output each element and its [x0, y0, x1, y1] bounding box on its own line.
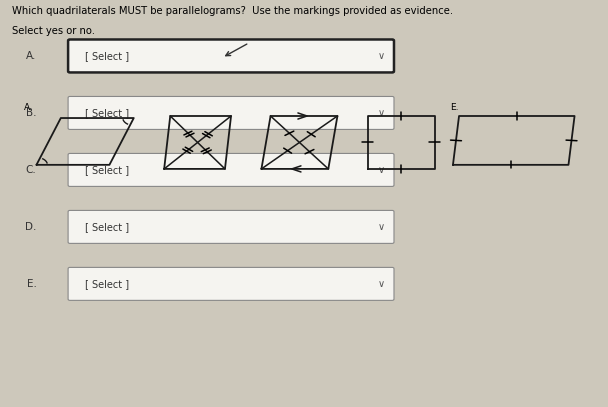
FancyBboxPatch shape	[68, 39, 394, 72]
Text: ∨: ∨	[378, 165, 385, 175]
Text: ∨: ∨	[378, 222, 385, 232]
FancyBboxPatch shape	[68, 267, 394, 300]
FancyBboxPatch shape	[68, 96, 394, 129]
Text: C.: C.	[258, 103, 268, 112]
Text: Select yes or no.: Select yes or no.	[12, 26, 95, 37]
Text: E.: E.	[450, 103, 458, 112]
Text: [ Select ]: [ Select ]	[85, 165, 130, 175]
Text: [ Select ]: [ Select ]	[85, 108, 130, 118]
FancyBboxPatch shape	[68, 153, 394, 186]
Text: A.: A.	[26, 51, 36, 61]
Text: D.: D.	[362, 103, 371, 112]
Text: B.: B.	[26, 108, 36, 118]
Text: Which quadrilaterals MUST be parallelograms?  Use the markings provided as evide: Which quadrilaterals MUST be parallelogr…	[12, 6, 454, 16]
Text: C.: C.	[26, 165, 36, 175]
Text: [ Select ]: [ Select ]	[85, 51, 130, 61]
Text: E.: E.	[27, 279, 36, 289]
Text: [ Select ]: [ Select ]	[85, 279, 130, 289]
Text: D.: D.	[25, 222, 36, 232]
Text: ∨: ∨	[378, 279, 385, 289]
Text: A.: A.	[24, 103, 33, 112]
Text: [ Select ]: [ Select ]	[85, 222, 130, 232]
FancyBboxPatch shape	[68, 210, 394, 243]
Text: ∨: ∨	[378, 51, 385, 61]
Text: ∨: ∨	[378, 108, 385, 118]
Text: B.: B.	[158, 103, 167, 112]
